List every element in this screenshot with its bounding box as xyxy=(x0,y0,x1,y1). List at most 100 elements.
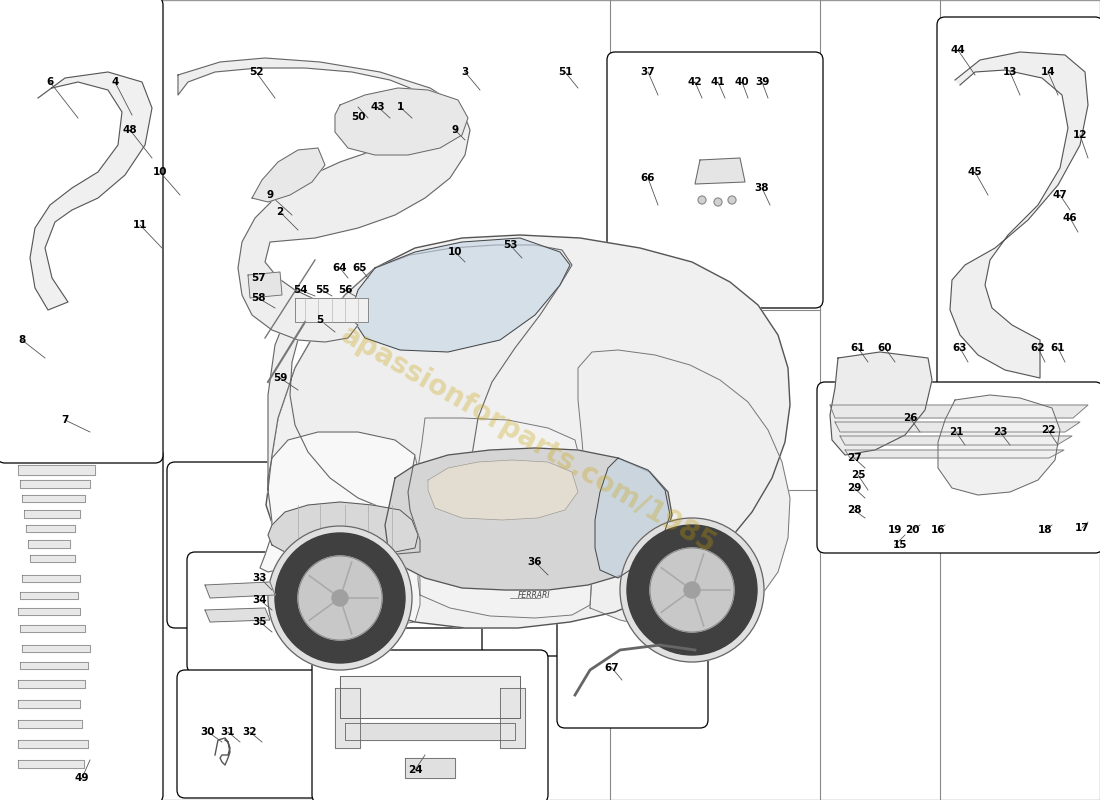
Polygon shape xyxy=(205,582,275,598)
Text: 27: 27 xyxy=(847,453,861,463)
Text: 19: 19 xyxy=(888,525,902,535)
Text: 51: 51 xyxy=(558,67,572,77)
Text: 32: 32 xyxy=(243,727,257,737)
Text: 57: 57 xyxy=(251,273,265,283)
Polygon shape xyxy=(695,158,745,184)
Polygon shape xyxy=(578,350,790,628)
Text: 18: 18 xyxy=(1037,525,1053,535)
FancyBboxPatch shape xyxy=(167,462,508,628)
Polygon shape xyxy=(20,480,90,488)
Text: 1: 1 xyxy=(396,102,404,112)
Text: 53: 53 xyxy=(503,240,517,250)
Polygon shape xyxy=(18,680,85,688)
Text: 47: 47 xyxy=(1053,190,1067,200)
Polygon shape xyxy=(28,540,70,548)
Polygon shape xyxy=(345,723,515,740)
Polygon shape xyxy=(266,235,790,628)
Polygon shape xyxy=(295,298,368,322)
Polygon shape xyxy=(22,575,80,582)
Text: 46: 46 xyxy=(1063,213,1077,223)
Text: 56: 56 xyxy=(338,285,352,295)
FancyBboxPatch shape xyxy=(482,547,623,656)
Polygon shape xyxy=(18,720,82,728)
Text: 49: 49 xyxy=(75,773,89,783)
Text: 45: 45 xyxy=(968,167,982,177)
FancyBboxPatch shape xyxy=(937,17,1100,398)
FancyBboxPatch shape xyxy=(607,52,823,308)
Polygon shape xyxy=(20,592,78,599)
Text: 43: 43 xyxy=(371,102,385,112)
FancyBboxPatch shape xyxy=(177,670,338,798)
Text: 34: 34 xyxy=(253,595,267,605)
Text: 37: 37 xyxy=(640,67,656,77)
Polygon shape xyxy=(938,395,1060,495)
Text: 10: 10 xyxy=(448,247,462,257)
Text: 66: 66 xyxy=(640,173,656,183)
Polygon shape xyxy=(268,435,420,624)
Text: 9: 9 xyxy=(451,125,459,135)
Text: 8: 8 xyxy=(19,335,25,345)
Circle shape xyxy=(684,582,700,598)
Text: 55: 55 xyxy=(315,285,329,295)
Text: 16: 16 xyxy=(931,525,945,535)
Polygon shape xyxy=(350,238,570,352)
Text: 17: 17 xyxy=(1075,523,1089,533)
Text: 44: 44 xyxy=(950,45,966,55)
Text: 30: 30 xyxy=(200,727,216,737)
Circle shape xyxy=(627,525,757,655)
Text: 64: 64 xyxy=(332,263,348,273)
Polygon shape xyxy=(268,502,418,555)
Text: 61: 61 xyxy=(1050,343,1065,353)
Polygon shape xyxy=(830,405,1088,418)
Text: 63: 63 xyxy=(953,343,967,353)
Text: 26: 26 xyxy=(903,413,917,423)
Polygon shape xyxy=(340,676,520,718)
Polygon shape xyxy=(248,272,282,298)
Polygon shape xyxy=(20,662,88,669)
Polygon shape xyxy=(418,418,592,618)
Text: 59: 59 xyxy=(273,373,287,383)
Text: 7: 7 xyxy=(62,415,68,425)
Text: 62: 62 xyxy=(1031,343,1045,353)
Polygon shape xyxy=(835,422,1080,432)
Text: 48: 48 xyxy=(123,125,138,135)
Circle shape xyxy=(268,526,412,670)
Polygon shape xyxy=(385,448,672,590)
Text: 9: 9 xyxy=(266,190,274,200)
Polygon shape xyxy=(336,88,468,155)
Polygon shape xyxy=(26,525,75,532)
Text: 21: 21 xyxy=(948,427,964,437)
FancyBboxPatch shape xyxy=(284,512,456,586)
Text: 61: 61 xyxy=(850,343,866,353)
Polygon shape xyxy=(205,608,270,622)
Polygon shape xyxy=(18,700,80,708)
Text: 10: 10 xyxy=(153,167,167,177)
Text: 12: 12 xyxy=(1072,130,1087,140)
Text: 35: 35 xyxy=(253,617,267,627)
Polygon shape xyxy=(845,450,1064,458)
Polygon shape xyxy=(336,688,360,748)
Text: 60: 60 xyxy=(878,343,892,353)
Text: 13: 13 xyxy=(1003,67,1018,77)
Text: 41: 41 xyxy=(711,77,725,87)
Circle shape xyxy=(728,196,736,204)
Polygon shape xyxy=(500,688,525,748)
Text: 22: 22 xyxy=(1041,425,1055,435)
Polygon shape xyxy=(428,460,578,520)
Polygon shape xyxy=(260,432,420,572)
Text: 23: 23 xyxy=(992,427,1008,437)
Circle shape xyxy=(620,518,764,662)
FancyBboxPatch shape xyxy=(817,382,1100,553)
Text: 36: 36 xyxy=(528,557,542,567)
Polygon shape xyxy=(30,555,75,562)
Text: 28: 28 xyxy=(847,505,861,515)
Text: 33: 33 xyxy=(253,573,267,583)
Circle shape xyxy=(275,533,405,663)
FancyBboxPatch shape xyxy=(0,447,163,800)
Text: 52: 52 xyxy=(249,67,263,77)
Polygon shape xyxy=(18,608,80,615)
Text: 38: 38 xyxy=(755,183,769,193)
Polygon shape xyxy=(30,72,152,310)
Text: 58: 58 xyxy=(251,293,265,303)
Text: 40: 40 xyxy=(735,77,749,87)
